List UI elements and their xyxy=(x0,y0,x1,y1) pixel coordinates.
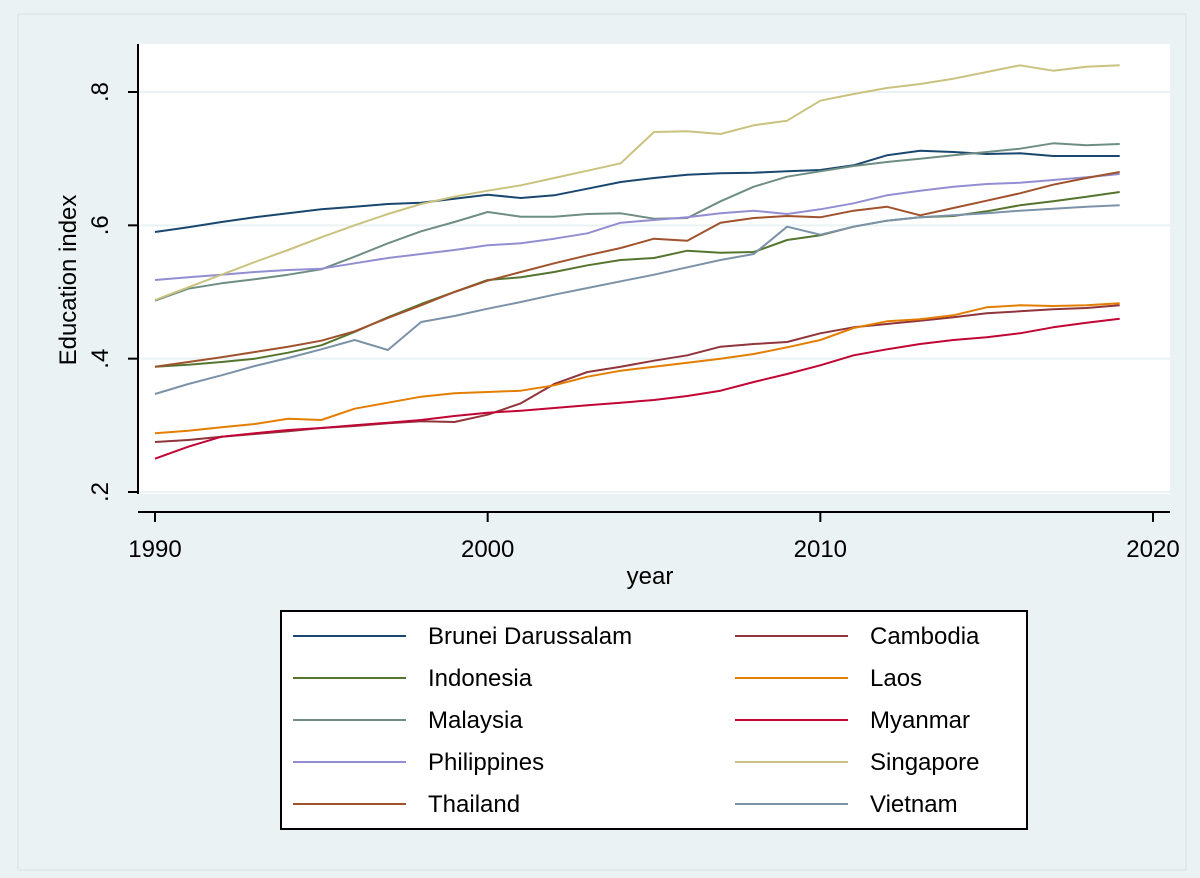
legend-label-3: Laos xyxy=(870,665,922,692)
legend-label-7: Singapore xyxy=(870,749,979,776)
series-line-6 xyxy=(154,173,1120,281)
x-tick-label-1: 2000 xyxy=(461,536,514,563)
y-tick-label-2: .6 xyxy=(87,215,114,235)
legend-label-2: Indonesia xyxy=(428,665,533,692)
y-tick-label-1: .4 xyxy=(87,349,114,369)
legend-label-1: Cambodia xyxy=(870,623,980,650)
x-axis-title: year xyxy=(627,563,674,590)
series-line-7 xyxy=(154,64,1120,301)
legend-label-0: Brunei Darussalam xyxy=(428,623,632,650)
y-tick-label-0: .2 xyxy=(87,482,114,502)
legend-label-9: Vietnam xyxy=(870,791,958,818)
x-tick-label-2: 2010 xyxy=(794,536,847,563)
axes: .2 .4 .6 .8 1990 2000 2010 2020 xyxy=(87,44,1180,563)
legend-label-4: Malaysia xyxy=(428,707,523,734)
x-tick-label-3: 2020 xyxy=(1126,536,1179,563)
legend-label-6: Philippines xyxy=(428,749,544,776)
series-line-9 xyxy=(154,204,1120,395)
y-axis-title: Education index xyxy=(55,195,82,366)
series-line-3 xyxy=(154,302,1120,435)
legend-entries: Brunei Darussalam Cambodia Indonesia Laos Ma… xyxy=(293,623,980,818)
series-line-8 xyxy=(154,171,1120,368)
gridlines xyxy=(138,91,1170,493)
y-tick-label-3: .8 xyxy=(87,82,114,102)
series-line-5 xyxy=(154,317,1120,460)
figure-border xyxy=(17,13,1187,871)
series-lines xyxy=(154,64,1120,460)
x-tick-label-0: 1990 xyxy=(128,536,181,563)
series-line-4 xyxy=(154,142,1120,302)
series-line-0 xyxy=(154,149,1120,233)
legend-label-8: Thailand xyxy=(428,791,520,818)
legend-label-5: Myanmar xyxy=(870,707,970,734)
legend: Brunei Darussalam Cambodia Indonesia Laos Ma… xyxy=(280,610,1028,830)
